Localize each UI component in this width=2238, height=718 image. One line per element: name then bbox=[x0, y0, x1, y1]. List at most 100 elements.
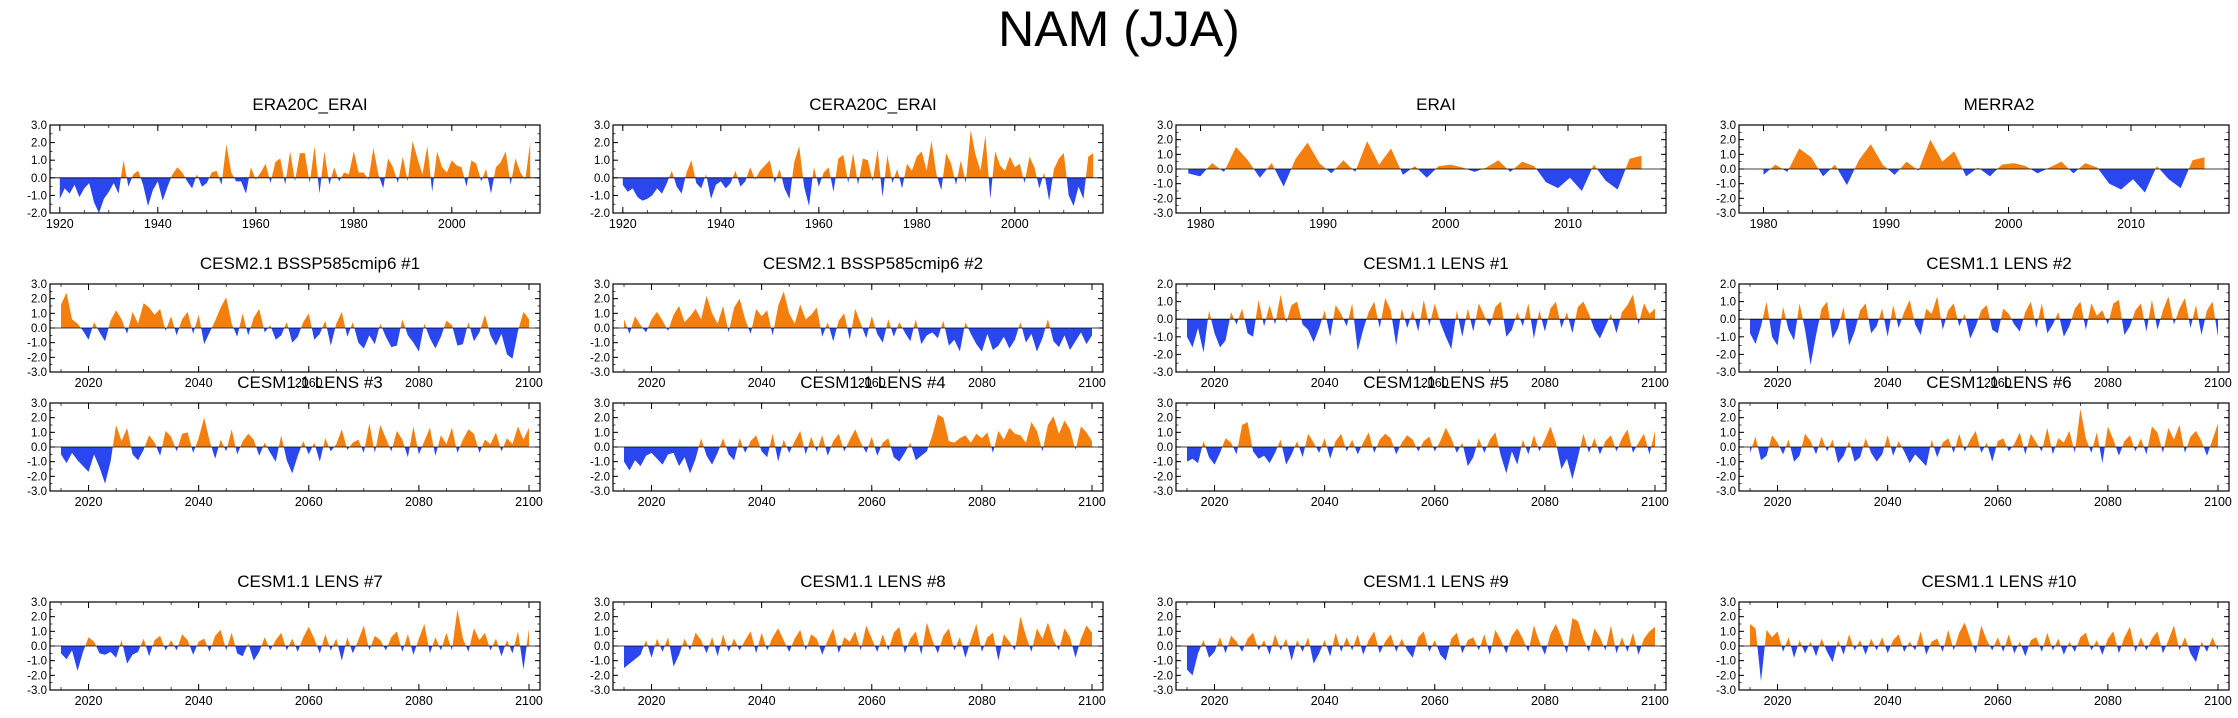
y-tick-label: -2.0 bbox=[1153, 471, 1173, 483]
y-tick-label: -2.0 bbox=[1716, 193, 1736, 205]
y-tick-label: 0.0 bbox=[594, 442, 610, 454]
y-tick-label: -3.0 bbox=[27, 367, 47, 379]
x-tick-label: 1940 bbox=[707, 217, 735, 231]
panel-title: CESM1.1 LENS #5 bbox=[1363, 373, 1509, 392]
y-tick-label: 1.0 bbox=[31, 626, 47, 638]
x-tick-label: 2100 bbox=[1078, 495, 1106, 509]
x-tick-label: 2080 bbox=[2094, 495, 2122, 509]
y-tick-label: 0.0 bbox=[594, 323, 610, 335]
x-tick-label: 1980 bbox=[903, 217, 931, 231]
y-tick-label: -1.0 bbox=[590, 338, 610, 350]
negative-anomaly-area bbox=[59, 177, 526, 213]
y-tick-label: -3.0 bbox=[1716, 208, 1736, 220]
y-tick-label: -3.0 bbox=[1153, 685, 1173, 697]
y-tick-label: -1.0 bbox=[27, 457, 47, 469]
x-tick-label: 2080 bbox=[1531, 495, 1559, 509]
y-tick-label: 3.0 bbox=[594, 398, 610, 410]
y-tick-label: 2.0 bbox=[1720, 279, 1736, 291]
negative-anomaly-area bbox=[1750, 319, 2218, 365]
y-tick-label: -2.0 bbox=[27, 471, 47, 483]
negative-anomaly-area bbox=[1750, 447, 2210, 467]
y-tick-label: -2.0 bbox=[590, 352, 610, 364]
x-tick-label: 2060 bbox=[295, 495, 323, 509]
positive-anomaly-area bbox=[112, 417, 529, 447]
x-tick-label: 2000 bbox=[438, 217, 466, 231]
x-tick-label: 2060 bbox=[1421, 694, 1449, 708]
x-tick-label: 2040 bbox=[1874, 694, 1902, 708]
chart-panel-lens-10: CESM1.1 LENS #10 3.0 2.0 1.0 0.0 -1.0 -2.0 -3.… bbox=[1716, 572, 2238, 708]
y-tick-label: 0.0 bbox=[1157, 164, 1173, 176]
chart-panel-lens-5: CESM1.1 LENS #5 3.0 2.0 1.0 0.0 -1.0 -2.0 -3.0… bbox=[1153, 373, 1716, 509]
negative-anomaly-area bbox=[624, 447, 1077, 474]
x-tick-label: 2100 bbox=[515, 495, 543, 509]
negative-anomaly-area bbox=[80, 328, 519, 359]
y-tick-label: 0.0 bbox=[1157, 641, 1173, 653]
y-tick-label: -2.0 bbox=[590, 471, 610, 483]
x-tick-label: 2100 bbox=[515, 694, 543, 708]
x-tick-label: 1990 bbox=[1309, 217, 1337, 231]
x-tick-label: 2040 bbox=[1311, 376, 1339, 390]
y-tick-label: -3.0 bbox=[1716, 367, 1736, 379]
positive-anomaly-area bbox=[1770, 139, 2205, 169]
positive-anomaly-area bbox=[61, 292, 529, 328]
x-tick-label: 2020 bbox=[75, 376, 103, 390]
panel-title: ERAI bbox=[1416, 95, 1456, 114]
y-tick-label: -1.0 bbox=[27, 656, 47, 668]
y-tick-label: -3.0 bbox=[1716, 486, 1736, 498]
panel-title: CESM2.1 BSSP585cmip6 #2 bbox=[762, 254, 984, 273]
x-tick-label: 2000 bbox=[1432, 217, 1460, 231]
y-tick-label: 2.0 bbox=[1157, 413, 1173, 425]
chart-panel-era20c-erai: ERA20C_ERAI 3.0 2.0 1.0 0.0 -1.0 -2.0 1920 1940… bbox=[27, 95, 590, 231]
y-tick-label: -1.0 bbox=[27, 338, 47, 350]
chart-panel-lens-9: CESM1.1 LENS #9 3.0 2.0 1.0 0.0 -1.0 -2.0 -3.0… bbox=[1153, 572, 1716, 708]
x-tick-label: 2060 bbox=[1984, 376, 2012, 390]
panel-plot: 3.0 2.0 1.0 0.0 -1.0 -2.0 -3.0 2020 2040 2060 2080… bbox=[590, 398, 1106, 509]
x-tick-label: 2060 bbox=[858, 376, 886, 390]
x-tick-label: 2060 bbox=[1984, 495, 2012, 509]
negative-anomaly-area bbox=[61, 646, 527, 671]
y-tick-label: 1.0 bbox=[31, 155, 47, 167]
y-tick-label: -1.0 bbox=[1153, 179, 1173, 191]
x-tick-label: 2040 bbox=[748, 694, 776, 708]
y-tick-label: 3.0 bbox=[594, 120, 610, 132]
negative-anomaly-area bbox=[627, 328, 1092, 352]
y-tick-label: 2.0 bbox=[1720, 413, 1736, 425]
x-tick-label: 2080 bbox=[405, 376, 433, 390]
y-tick-label: -3.0 bbox=[27, 685, 47, 697]
x-tick-label: 2020 bbox=[638, 376, 666, 390]
chart-panel-lens-1: CESM1.1 LENS #1 2.0 1.0 0.0 -1.0 -2.0 -3.0 202… bbox=[1153, 254, 1716, 390]
x-tick-label: 1980 bbox=[340, 217, 368, 231]
y-tick-label: 1.0 bbox=[594, 155, 610, 167]
x-tick-label: 2040 bbox=[1311, 694, 1339, 708]
chart-panel-cesm2-1: CESM2.1 BSSP585cmip6 #1 3.0 2.0 1.0 0.0 -1.0… bbox=[27, 254, 590, 390]
panel-title: CESM1.1 LENS #4 bbox=[800, 373, 946, 392]
x-tick-label: 1920 bbox=[46, 217, 74, 231]
positive-anomaly-area bbox=[1202, 422, 1655, 447]
positive-anomaly-area bbox=[85, 609, 529, 646]
x-tick-label: 2040 bbox=[185, 376, 213, 390]
y-tick-label: 3.0 bbox=[1720, 597, 1736, 609]
y-tick-label: -2.0 bbox=[1153, 193, 1173, 205]
panel-title: CESM1.1 LENS #7 bbox=[237, 572, 383, 591]
x-tick-label: 2100 bbox=[2204, 495, 2232, 509]
x-tick-label: 2080 bbox=[405, 495, 433, 509]
y-tick-label: -1.0 bbox=[27, 190, 47, 202]
y-tick-label: -2.0 bbox=[590, 670, 610, 682]
panel-plot: 3.0 2.0 1.0 0.0 -1.0 -2.0 -3.0 2020 2040 2060 2080… bbox=[27, 398, 543, 509]
positive-anomaly-area bbox=[1752, 408, 2218, 447]
chart-panel-erai: ERAI 3.0 2.0 1.0 0.0 -1.0 -2.0 -3.0 1980 1990 200… bbox=[1153, 95, 1716, 231]
y-tick-label: -3.0 bbox=[27, 486, 47, 498]
y-tick-label: 3.0 bbox=[1157, 398, 1173, 410]
panel-plot: 3.0 2.0 1.0 0.0 -1.0 -2.0 -3.0 2020 2040 2060 2080… bbox=[27, 597, 543, 708]
x-tick-label: 2040 bbox=[1311, 495, 1339, 509]
x-tick-label: 2100 bbox=[2204, 694, 2232, 708]
y-tick-label: 2.0 bbox=[1157, 279, 1173, 291]
x-tick-label: 2020 bbox=[1201, 376, 1229, 390]
y-tick-label: 3.0 bbox=[594, 279, 610, 291]
x-tick-label: 1960 bbox=[242, 217, 270, 231]
panel-plot: 2.0 1.0 0.0 -1.0 -2.0 -3.0 2020 2040 2060 2080 210… bbox=[1716, 279, 2232, 390]
x-tick-label: 2100 bbox=[1641, 376, 1669, 390]
x-tick-label: 2040 bbox=[185, 694, 213, 708]
y-tick-label: 1.0 bbox=[31, 427, 47, 439]
